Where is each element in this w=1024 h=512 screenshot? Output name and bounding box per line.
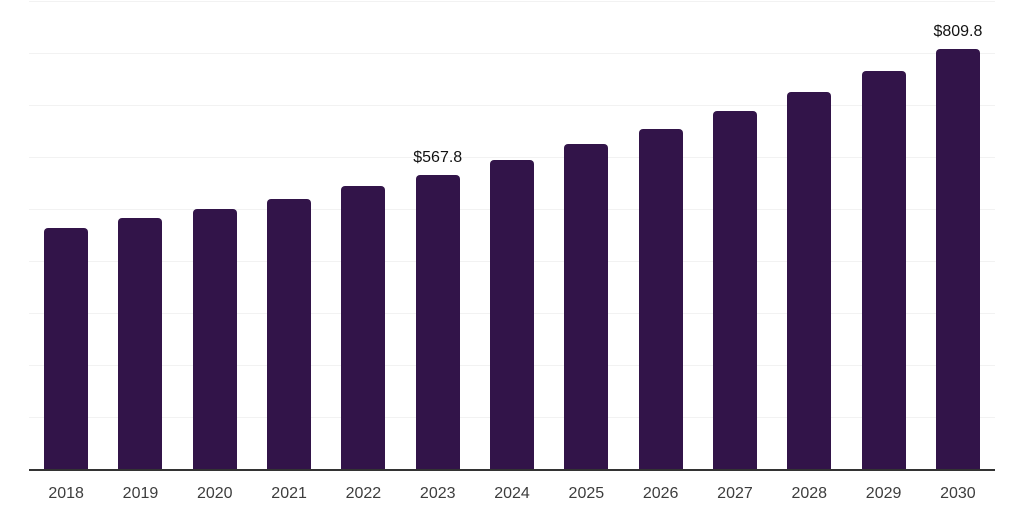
gridline-900 [29,1,995,2]
bar-2022[interactable] [341,186,386,470]
bar-value-label-2023: $567.8 [413,148,463,166]
bar-slot-2019 [103,0,177,470]
x-tick-label-2026: 2026 [642,485,679,502]
bars-container: $567.8 $809.8 [29,0,995,470]
bar-2020[interactable] [192,208,237,470]
gridline-700 [29,105,995,106]
x-tick-label-2022: 2022 [345,485,382,502]
bar-slot-2020 [178,0,252,470]
bar-slot-2025 [549,0,623,470]
x-tick-label-2023: 2023 [419,485,456,502]
bar-2019[interactable] [118,218,163,470]
x-tick-label-2020: 2020 [196,485,233,502]
x-tick-label-2019: 2019 [122,485,159,502]
x-axis-tick-labels: 2018 2019 2020 2021 2022 2023 2024 2025 2026 2027… [29,470,995,503]
bar-2028[interactable] [787,91,832,470]
bar-2027[interactable] [712,111,757,470]
x-tick-label-2024: 2024 [494,485,530,502]
bar-value-label-2030: $809.8 [933,22,983,40]
bar-slot-2021 [252,0,326,470]
bar-slot-2024 [475,0,549,470]
bar-slot-2028 [772,0,846,470]
bar-2024[interactable] [490,159,535,470]
x-tick-label-2021: 2021 [271,485,307,502]
bar-2025[interactable] [564,143,609,470]
bar-2026[interactable] [638,128,683,470]
bar-slot-2022 [326,0,400,470]
x-axis-line [29,469,995,471]
plot-area: $567.8 $809.8 [29,0,995,471]
bar-2023[interactable] [415,174,460,470]
bar-slot-2027 [698,0,772,470]
x-tick-label-2018: 2018 [48,485,84,502]
bar-2029[interactable] [861,71,906,470]
bar-2018[interactable] [44,227,89,470]
bar-2021[interactable] [267,198,312,470]
bar-slot-2026 [624,0,698,470]
bar-slot-2023: $567.8 [401,0,475,470]
bar-slot-2030: $809.8 [921,0,995,470]
x-tick-label-2025: 2025 [568,485,605,502]
x-tick-label-2030: 2030 [940,485,976,502]
gridline-800 [29,53,995,54]
x-tick-label-2029: 2029 [865,485,902,502]
x-tick-label-2028: 2028 [791,485,828,502]
gridline-600 [29,157,995,158]
bar-2030[interactable] [935,48,980,470]
bar-slot-2018 [29,0,103,470]
bar-slot-2029 [846,0,920,470]
x-tick-label-2027: 2027 [717,485,753,502]
